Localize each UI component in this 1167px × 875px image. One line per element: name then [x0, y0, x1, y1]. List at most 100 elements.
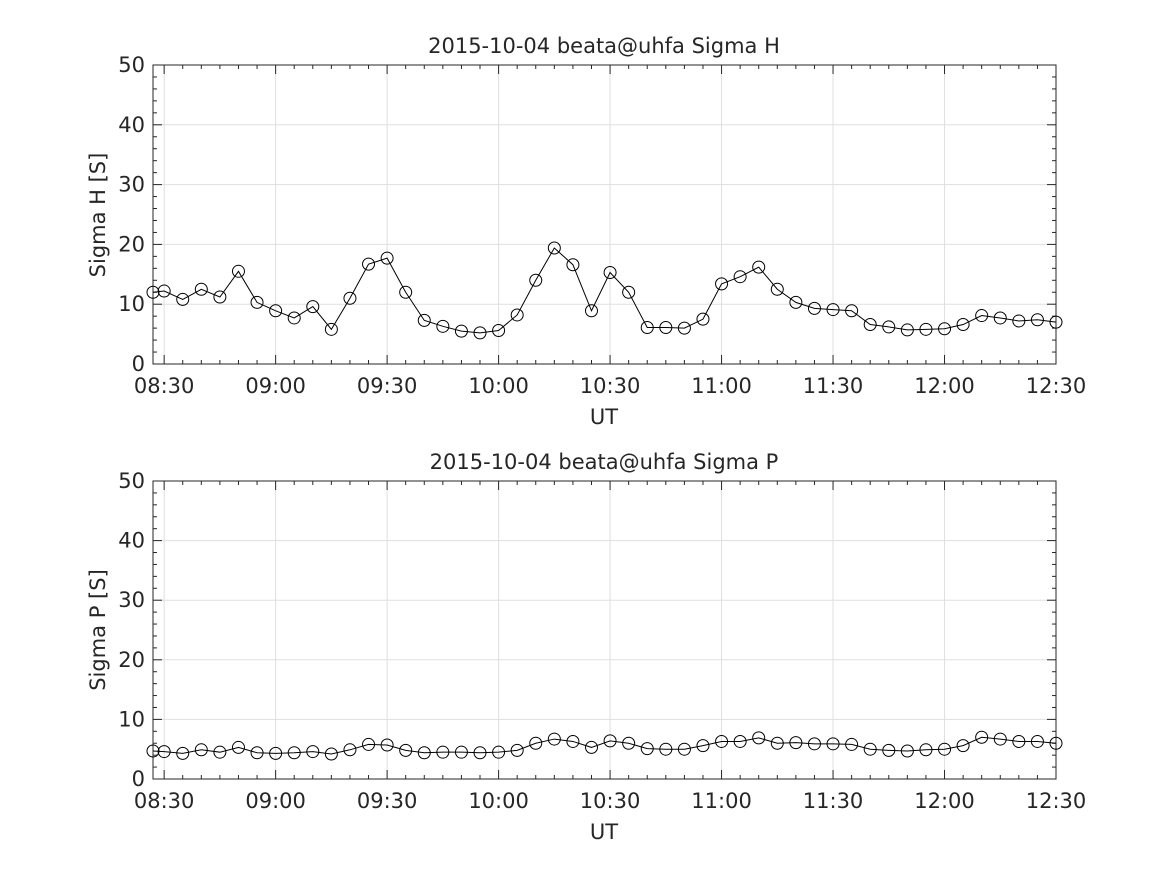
data-point: [510, 743, 524, 757]
y-tick-label: 40: [118, 529, 145, 553]
y-tick-label: 40: [118, 113, 145, 137]
data-point: [324, 322, 338, 336]
data-point: [826, 737, 840, 751]
data-point: [529, 273, 543, 287]
data-point: [938, 742, 952, 756]
x-tick-label: 11:30: [803, 374, 864, 398]
data-point: [863, 742, 877, 756]
data-point: [454, 745, 468, 759]
data-point: [603, 734, 617, 748]
data-point: [677, 742, 691, 756]
x-tick-label: 11:00: [691, 789, 752, 813]
data-point: [566, 258, 580, 272]
data-point: [492, 745, 506, 759]
data-point: [622, 736, 636, 750]
data-point: [287, 746, 301, 760]
data-point: [231, 740, 245, 754]
data-point: [436, 319, 450, 333]
y-tick-label: 0: [132, 352, 145, 376]
data-point: [157, 284, 171, 298]
y-tick-label: 30: [118, 173, 145, 197]
data-point: [715, 277, 729, 291]
data-point: [956, 318, 970, 332]
data-point: [919, 743, 933, 757]
data-point: [845, 304, 859, 318]
data-point: [1049, 736, 1063, 750]
data-point: [975, 730, 989, 744]
y-tick-label: 10: [118, 292, 145, 316]
data-point: [640, 742, 654, 756]
x-tick-label: 09:00: [245, 789, 306, 813]
data-point: [752, 731, 766, 745]
x-tick-label: 09:00: [245, 374, 306, 398]
data-point: [733, 270, 747, 284]
plot-frame: [152, 480, 1057, 780]
series-line: [152, 736, 1057, 755]
series-line: [152, 247, 1057, 334]
data-point: [659, 742, 673, 756]
chart-sigma-h: 2015-10-04 beata@uhfa Sigma H Sigma H [S…: [86, 34, 1086, 429]
data-point: [752, 260, 766, 274]
data-point: [362, 257, 376, 271]
data-point: [715, 734, 729, 748]
data-point: [659, 321, 673, 335]
data-point: [882, 320, 896, 334]
y-tick-label: 50: [118, 53, 145, 77]
x-tick-label: 12:00: [914, 374, 975, 398]
data-point: [194, 743, 208, 757]
x-tick-label: 12:30: [1026, 374, 1087, 398]
x-tick-label: 12:30: [1026, 789, 1087, 813]
data-point: [343, 291, 357, 305]
x-axis-label: UT: [590, 405, 618, 429]
data-point: [696, 739, 710, 753]
data-point: [993, 311, 1007, 325]
data-point: [770, 736, 784, 750]
data-point: [863, 318, 877, 332]
data-point: [975, 309, 989, 323]
data-point: [1049, 315, 1063, 329]
plot-frame: [152, 64, 1057, 365]
data-point: [956, 739, 970, 753]
data-point: [324, 747, 338, 761]
data-point: [938, 322, 952, 336]
data-point: [213, 290, 227, 304]
x-tick-label: 09:30: [357, 374, 418, 398]
data-point: [157, 745, 171, 759]
data-point: [584, 740, 598, 754]
data-point: [510, 308, 524, 322]
data-point: [176, 292, 190, 306]
data-point: [547, 241, 561, 255]
data-point: [547, 732, 561, 746]
data-point: [1030, 734, 1044, 748]
plot-area: 0 10 20 30 40 50 08:30 09:00 09:30 10:00 10:30 11:0…: [118, 469, 1086, 813]
chart-sigma-p: 2015-10-04 beata@uhfa Sigma P Sigma P [S…: [86, 450, 1086, 844]
data-point: [882, 743, 896, 757]
y-tick-label: 20: [118, 232, 145, 256]
data-point: [146, 744, 160, 758]
data-point: [380, 251, 394, 265]
x-tick-label: 10:30: [580, 374, 641, 398]
y-tick-label: 20: [118, 648, 145, 672]
data-point: [380, 738, 394, 752]
x-tick-label: 08:30: [134, 374, 195, 398]
data-point: [473, 746, 487, 760]
data-point: [1012, 734, 1026, 748]
x-tick-label: 10:00: [468, 789, 529, 813]
x-axis-label: UT: [590, 820, 618, 844]
x-tick-label: 10:30: [580, 789, 641, 813]
plot-area: 0 10 20 30 40 50 08:30 09:00 09:30 10:00 10:30 11:0…: [118, 53, 1086, 398]
data-point: [231, 264, 245, 278]
data-point: [287, 311, 301, 325]
data-point: [250, 746, 264, 760]
x-tick-label: 10:00: [468, 374, 529, 398]
x-tick-label: 08:30: [134, 789, 195, 813]
y-tick-label: 10: [118, 707, 145, 731]
data-point: [473, 326, 487, 340]
x-tick-label: 09:30: [357, 789, 418, 813]
data-point: [492, 324, 506, 338]
data-point: [417, 746, 431, 760]
data-point: [640, 321, 654, 335]
data-point: [789, 736, 803, 750]
y-axis-label: Sigma P [S]: [86, 569, 110, 691]
data-point: [399, 285, 413, 299]
